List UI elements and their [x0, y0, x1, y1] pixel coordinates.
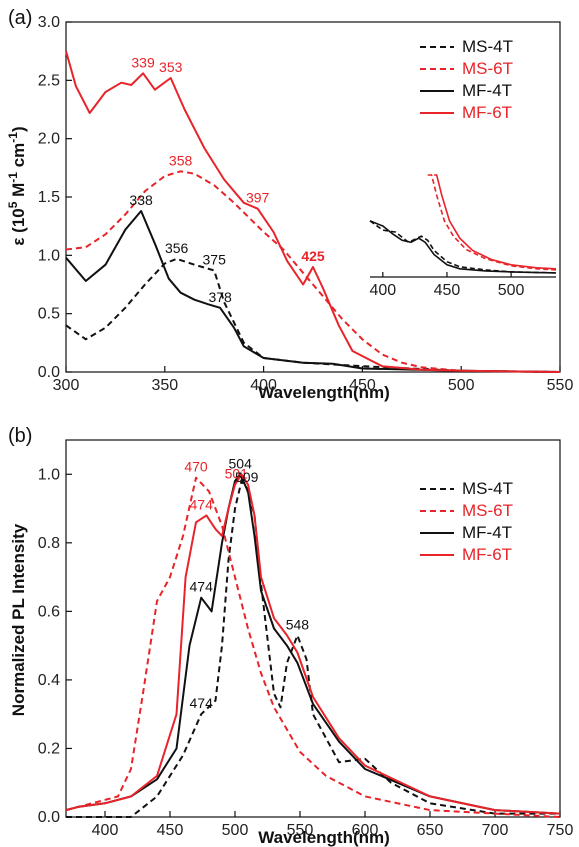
panel-a-y-tick-label-0: 0.0 — [38, 364, 60, 381]
panel-a-legend-label-mf-4t: MF-4T — [462, 81, 512, 100]
inset-x-tick-label-500: 500 — [498, 282, 525, 299]
panel-b-legend-label-ms-6t: MS-6T — [462, 501, 513, 520]
panel-b-y-tick-label-4: 0.8 — [38, 535, 60, 552]
panel-b-y-tick-label-1: 0.2 — [38, 740, 60, 757]
panel-b-series-mf-4t — [65, 473, 561, 815]
panel-b-annotation-1: 501 — [225, 466, 249, 482]
panel-a-series-ms-6t — [65, 170, 561, 373]
panel-a-x-tick-label-550: 550 — [547, 377, 574, 394]
panel-b-x-tick-label-500: 500 — [222, 822, 249, 839]
panel-b-annotation-5: 474 — [190, 579, 214, 595]
panel-b-legend-label-mf-6t: MF-6T — [462, 545, 512, 564]
panel-b-x-tick-label-600: 600 — [352, 822, 379, 839]
panel-a-annotation-3: 397 — [246, 190, 270, 206]
panel-b-legend-label-mf-4t: MF-4T — [462, 523, 512, 542]
panel-b-y-tick-label-3: 0.6 — [38, 603, 60, 620]
panel-a-x-tick-label-500: 500 — [448, 377, 475, 394]
panel-a-y-tick-label-1: 0.5 — [38, 306, 60, 323]
panel-a-x-axis-label: Wavelength(nm) — [258, 383, 390, 402]
inset-background — [366, 165, 558, 301]
panel-b-y-tick-label-2: 0.4 — [38, 672, 60, 689]
panel-a-series-mf-4t — [65, 210, 561, 373]
panel-a-annotation-1: 353 — [159, 59, 183, 75]
panel-b-pl-chart: (b) Normalized PL Intensity Wavelength(n… — [8, 425, 573, 847]
panel-b-annotation-6: 548 — [286, 616, 310, 632]
inset-series-0 — [369, 220, 557, 274]
panel-a-annotation-0: 339 — [131, 54, 155, 70]
inset-series-2 — [427, 174, 557, 271]
panel-a-y-tick-label-3: 1.5 — [38, 189, 60, 206]
panel-b-y-tick-label-0: 0.0 — [38, 809, 60, 826]
panel-a-annotation-6: 356 — [165, 240, 189, 256]
panel-a-y-axis-label: ε (105 M-1 cm-1) — [6, 126, 28, 245]
inset-x-tick-label-400: 400 — [369, 282, 396, 299]
panel-a-inset: 400 450 500 — [366, 165, 558, 301]
panel-b-series-mf-6t — [65, 473, 561, 815]
panel-b-series-ms-6t — [65, 476, 561, 818]
panel-a-x-tick-label-350: 350 — [151, 377, 178, 394]
panel-b-x-tick-label-650: 650 — [417, 822, 444, 839]
panel-b-plot-area: 400 450 500 550 600 650 700 750 0.0 0.2 0.4 0.6 0.8 1… — [38, 439, 574, 839]
panel-b-annotation-2: 474 — [190, 496, 214, 512]
panel-a-x-tick-label-400: 400 — [250, 377, 277, 394]
panel-a-label: (a) — [8, 7, 32, 29]
inset-series-1 — [369, 220, 557, 274]
panel-b-x-tick-label-400: 400 — [92, 822, 119, 839]
panel-a-legend-label-ms-6t: MS-6T — [462, 59, 513, 78]
panel-a-annotation-8: 378 — [208, 289, 232, 305]
panel-a-x-tick-label-300: 300 — [53, 377, 80, 394]
panel-b-annotation-4: 509 — [235, 469, 259, 485]
panel-a-legend-label-mf-6t: MF-6T — [462, 103, 512, 122]
panel-a-legend: MS-4T MS-6T MF-4T MF-6T — [420, 37, 513, 122]
panel-b-x-tick-label-750: 750 — [547, 822, 574, 839]
panel-a-legend-label-ms-4t: MS-4T — [462, 37, 513, 56]
panel-a-absorption-chart: (a) ε (105 M-1 cm-1) Wavelength(nm) 300 3… — [6, 7, 573, 402]
inset-x-tick-label-450: 450 — [434, 282, 461, 299]
panel-b-y-tick-label-5: 1.0 — [38, 466, 60, 483]
panel-a-y-tick-label-6: 3.0 — [38, 14, 60, 31]
panel-b-annotation-7: 474 — [190, 695, 214, 711]
panel-b-legend-label-ms-4t: MS-4T — [462, 479, 513, 498]
panel-a-y-tick-label-4: 2.0 — [38, 131, 60, 148]
panel-b-x-tick-label-700: 700 — [482, 822, 509, 839]
panel-b-frame — [65, 439, 561, 818]
panel-a-annotation-5: 338 — [129, 192, 153, 208]
panel-a-annotation-4: 425 — [301, 248, 325, 264]
panel-b-x-tick-label-450: 450 — [157, 822, 184, 839]
panel-a-y-tick-label-5: 2.5 — [38, 72, 60, 89]
panel-b-legend: MS-4T MS-6T MF-4T MF-6T — [420, 479, 513, 564]
panel-a-series-ms-4t — [65, 257, 561, 373]
panel-b-annotation-3: 504 — [229, 455, 253, 471]
panel-b-x-axis-label: Wavelength(nm) — [258, 828, 390, 847]
panel-b-series-ms-4t — [66, 480, 560, 818]
panel-a-annotation-2: 358 — [169, 152, 193, 168]
panel-a-series-mf-6t — [65, 50, 561, 373]
panel-b-x-tick-label-550: 550 — [287, 822, 314, 839]
panel-a-x-tick-label-450: 450 — [349, 377, 376, 394]
panel-a-annotation-7: 375 — [203, 252, 227, 268]
panel-a-y-tick-label-2: 1.0 — [38, 247, 60, 264]
panel-b-annotation-0: 470 — [184, 459, 208, 475]
panel-a-plot-area: 300 350 400 450 500 550 0.0 0.5 1.0 1.5 2.0 2.5 3.0 3… — [38, 14, 574, 394]
inset-series-3 — [434, 174, 557, 270]
panel-b-label: (b) — [8, 425, 32, 447]
panel-b-y-axis-label: Normalized PL Intensity — [9, 523, 28, 716]
